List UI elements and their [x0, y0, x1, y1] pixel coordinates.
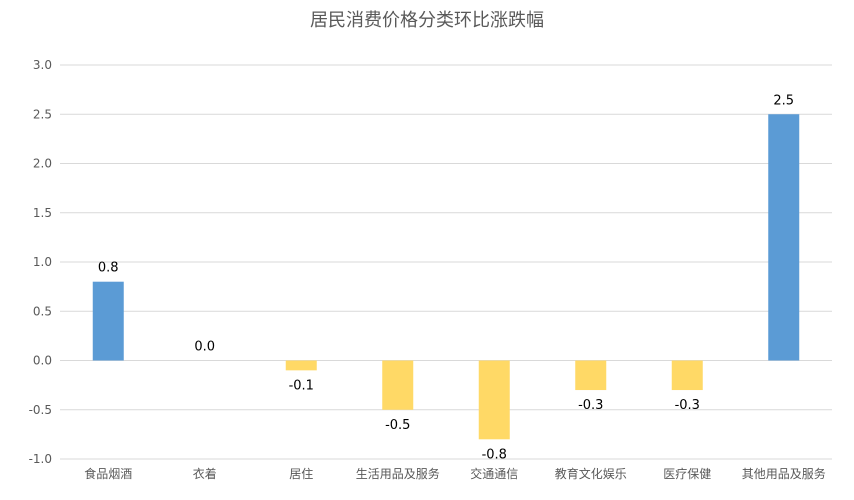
- x-category-label: 交通通信: [470, 466, 518, 481]
- bar: [768, 114, 800, 361]
- bar: [285, 360, 317, 371]
- y-tick-label: 0.5: [33, 304, 52, 318]
- bar: [575, 360, 607, 391]
- x-category-label: 食品烟酒: [84, 466, 132, 481]
- y-tick-label: 3.0: [33, 58, 52, 72]
- data-label: -0.3: [578, 398, 603, 413]
- bar: [92, 281, 124, 361]
- data-label: -0.1: [289, 378, 314, 393]
- y-tick-label: -0.5: [29, 403, 52, 417]
- data-label: -0.8: [482, 447, 507, 462]
- y-tick-label: 2.5: [33, 107, 52, 121]
- y-tick-label: -1.0: [29, 452, 52, 466]
- data-label: 2.5: [773, 93, 794, 108]
- data-label: -0.3: [675, 398, 700, 413]
- x-category-label: 居住: [289, 467, 313, 481]
- y-tick-label: 1.5: [33, 206, 52, 220]
- bar: [382, 360, 414, 410]
- y-tick-label: 2.0: [33, 157, 52, 171]
- x-category-label: 教育文化娱乐: [555, 466, 627, 481]
- data-label: -0.5: [385, 418, 410, 433]
- x-category-label: 衣着: [193, 466, 217, 481]
- data-label: 0.0: [194, 340, 215, 355]
- y-tick-label: 1.0: [33, 255, 52, 269]
- x-category-label: 生活用品及服务: [356, 466, 440, 481]
- y-tick-label: 0.0: [33, 354, 52, 368]
- bar: [671, 360, 703, 391]
- chart-title: 居民消费价格分类环比涨跌幅: [310, 10, 544, 31]
- x-category-label: 医疗保健: [663, 467, 711, 481]
- bar: [478, 360, 510, 440]
- x-category-label: 其他用品及服务: [742, 466, 826, 481]
- data-label: 0.8: [98, 261, 119, 276]
